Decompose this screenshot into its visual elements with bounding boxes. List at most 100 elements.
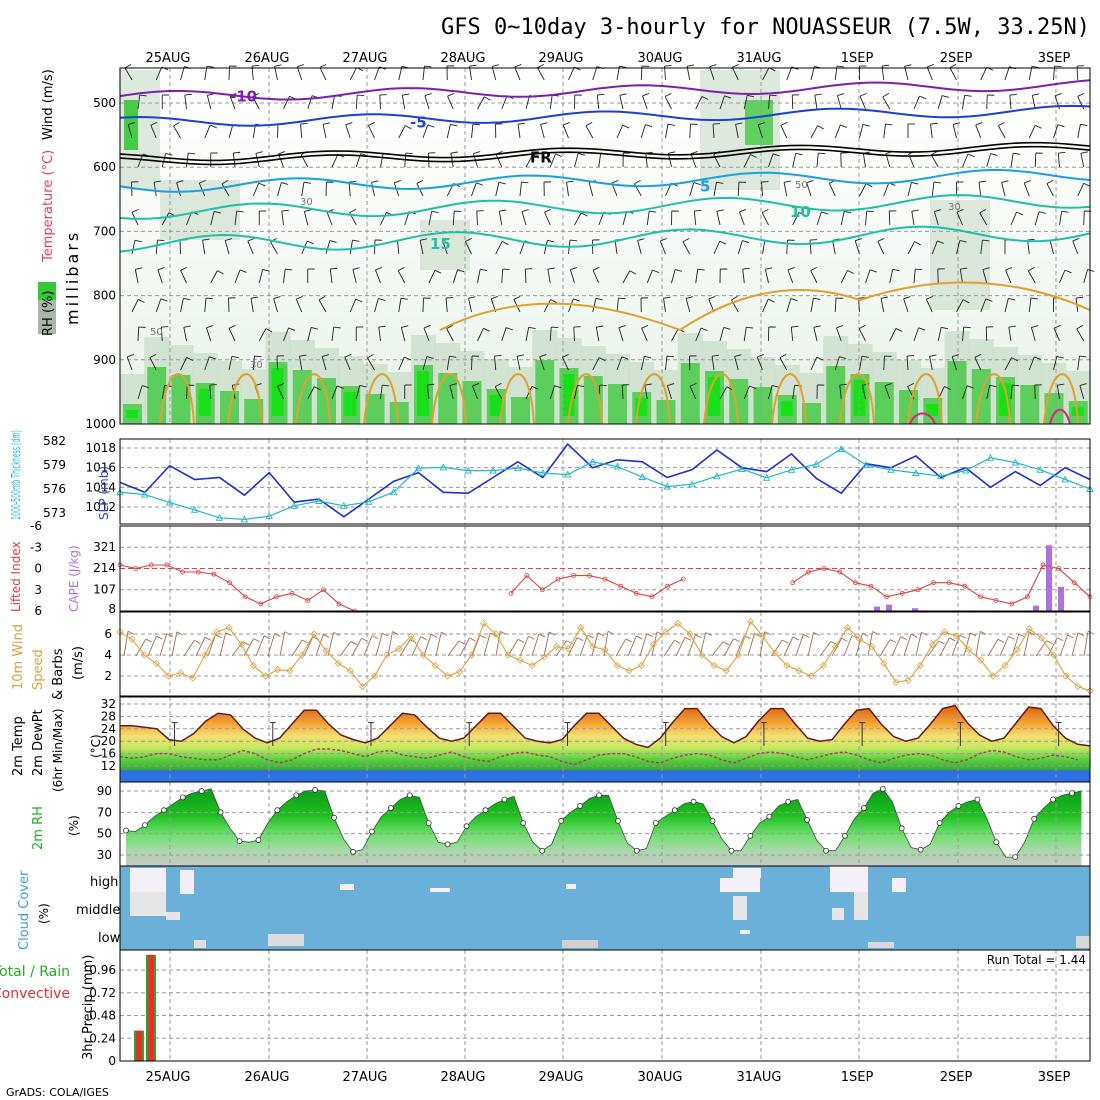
thickness-marker <box>762 473 771 481</box>
wind-barb-staff <box>931 240 938 255</box>
wind-barb-staff <box>768 385 773 400</box>
wind-barb-staff <box>252 96 260 110</box>
wind-barb-staff <box>640 124 646 139</box>
wind-barb-staff <box>1023 182 1030 197</box>
thickness-marker <box>588 457 597 465</box>
wind-barb-flag <box>964 94 972 97</box>
wind-barb-flag <box>231 355 239 359</box>
wind-barb-staff <box>598 153 602 168</box>
wind-10m-barb-staff <box>567 637 578 657</box>
wind-barb-staff <box>228 356 233 371</box>
wind-barb-staff <box>149 357 157 371</box>
wind-barb-staff <box>711 356 715 371</box>
rh-marker <box>633 847 640 854</box>
wind-10m-barb-flag <box>145 638 153 643</box>
warm-contour <box>363 373 399 425</box>
wind-barb-flag <box>962 299 970 304</box>
wind-barb-flag <box>772 385 780 388</box>
wind-barb-flag <box>619 65 627 68</box>
wind-barb-flag <box>772 153 780 157</box>
cloud-block <box>180 870 194 894</box>
wind-speed-marker <box>795 667 803 675</box>
temp-axis-label-1: 2m Temp <box>11 716 26 776</box>
wind-10m-barb-staff <box>723 638 735 657</box>
wind-barb-flag <box>135 267 143 270</box>
wind-speed-marker <box>1050 651 1058 659</box>
wind-barb-staff <box>622 211 628 226</box>
thickness-marker <box>1011 458 1020 466</box>
wind-barb-staff <box>1080 153 1085 168</box>
wind-10m-barb-flag <box>323 634 330 638</box>
wind-10m-barb-staff <box>891 636 902 657</box>
wind-barb-staff <box>1077 124 1081 139</box>
y-tick-label: 0 <box>108 1054 116 1068</box>
wind-barb-flag <box>731 295 738 301</box>
y-tick-label: 6 <box>104 627 112 641</box>
wind-barb-flag <box>719 240 727 245</box>
rh-shade-block <box>271 368 284 416</box>
wind-speed-marker <box>892 678 900 686</box>
wind-barb-flag <box>188 152 196 155</box>
wind-barb-staff <box>210 211 215 226</box>
wind-barb-staff <box>1028 298 1032 313</box>
wind-10m-barb-flag <box>764 631 771 636</box>
thickness-marker <box>638 473 647 480</box>
wind-barb-flag <box>1072 238 1080 242</box>
thickness-marker <box>439 463 448 471</box>
lifted-index-marker <box>508 590 514 596</box>
wind-10m-barb-staff <box>627 635 637 657</box>
wind-barb-staff <box>355 385 361 400</box>
wind-10m-barb-flag <box>253 638 260 643</box>
date-axis-bottom: 25AUG 26AUG 27AUG 28AUG 29AUG 30AUG 31AUG 1SEP 2… <box>145 1070 1070 1085</box>
wind-barb-staff <box>1028 356 1035 371</box>
wind-barb-flag <box>915 268 923 271</box>
wind-barb-flag <box>265 328 273 333</box>
wind-barb-staff <box>566 182 569 197</box>
wind-barb-flag <box>483 327 490 332</box>
wind-speed-marker <box>261 672 270 680</box>
wind-10m-barb-staff <box>459 637 470 657</box>
wind-barb-flag <box>472 383 480 387</box>
wind-10m-barb-flag <box>215 634 222 639</box>
wind-barb-staff <box>1076 328 1085 342</box>
wind-barb-flag <box>1016 211 1024 216</box>
wind-10m-barb-staff <box>831 638 842 657</box>
wind-barb-flag <box>1024 180 1031 184</box>
wind-barb-staff <box>426 385 430 400</box>
wind-speed-marker <box>1086 687 1094 695</box>
rh-shade-block <box>753 387 773 424</box>
thickness-marker <box>1036 465 1045 473</box>
thickness-marker <box>613 462 622 470</box>
rh-shade-block <box>802 403 821 424</box>
wind-barb-flag <box>666 355 674 358</box>
y-tick-label: 582 <box>43 434 66 448</box>
wind-10m-barb-flag <box>674 639 681 644</box>
cape-frame <box>119 525 1091 612</box>
temperature-area <box>120 705 1090 782</box>
rh-marker <box>425 820 432 826</box>
wind-speed-marker <box>274 666 282 674</box>
wind-barb-staff <box>813 327 818 342</box>
wind-barb-flag <box>667 383 675 387</box>
wind-barb-staff <box>206 95 212 110</box>
wind-barb-flag <box>1028 266 1035 272</box>
wind-barb-flag <box>723 327 731 330</box>
lifted-index-marker <box>242 594 248 600</box>
wind-barb-staff <box>859 183 867 197</box>
wind-barb-staff <box>735 124 739 139</box>
wind-barb-staff <box>1027 270 1036 284</box>
y-tick-label: -6 <box>30 519 42 533</box>
wind-10m-barb-flag <box>872 631 879 635</box>
wind-barb-flag <box>967 153 975 158</box>
wind-barb-staff <box>764 269 769 284</box>
thickness-marker <box>265 512 273 520</box>
warm-contour <box>567 373 603 425</box>
wind-barb-staff <box>367 357 375 371</box>
wind-speed-marker <box>589 643 597 651</box>
wind-barb-staff <box>792 153 797 168</box>
wind-barb-flag <box>199 179 206 184</box>
lifted-index-marker <box>1071 580 1077 586</box>
wind-barb-flag <box>307 240 314 245</box>
cape-bar <box>874 606 880 611</box>
wind-barb-flag <box>1011 357 1018 362</box>
